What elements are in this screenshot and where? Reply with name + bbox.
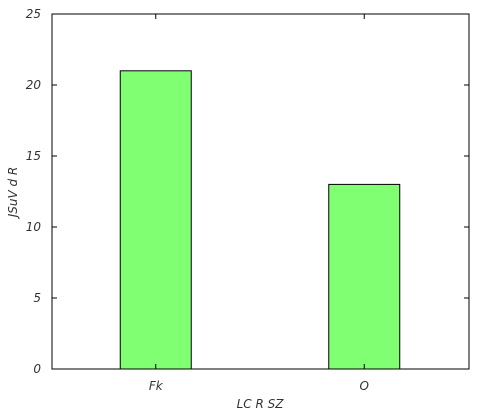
y-axis-label: JSuV d R xyxy=(6,167,20,220)
y-tick-label: 20 xyxy=(26,78,42,92)
y-tick-label: 10 xyxy=(26,220,42,234)
bar-o xyxy=(328,183,401,370)
plot-frame xyxy=(51,13,470,370)
y-tick-label: 5 xyxy=(33,291,41,305)
x-tick-label: Fk xyxy=(149,379,164,393)
x-axis-label: LC R SZ xyxy=(237,397,285,411)
y-tick-label: 15 xyxy=(26,149,41,163)
bars-group xyxy=(119,70,401,370)
y-tick-label: 0 xyxy=(33,362,41,376)
y-tick-label: 25 xyxy=(26,7,41,21)
x-tick-label: O xyxy=(360,379,369,393)
ticks-group xyxy=(52,13,469,370)
labels-group: 0 5 10 15 20 25 Fk O xyxy=(26,7,369,393)
bar-fk xyxy=(119,70,192,370)
